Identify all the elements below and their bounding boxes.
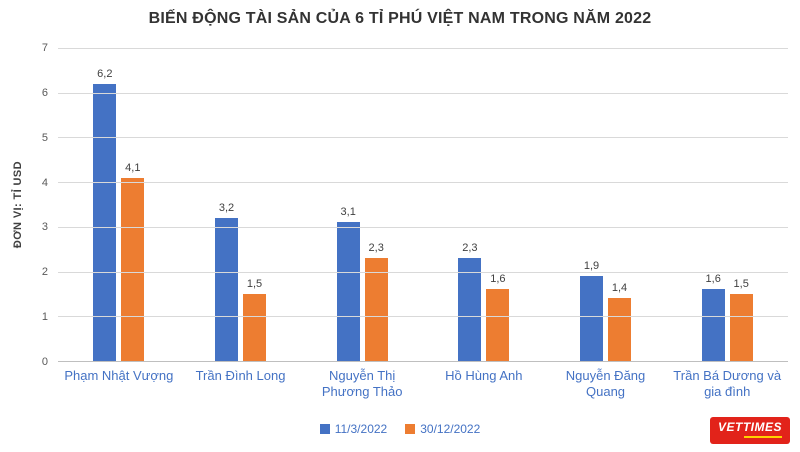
bar-groups: 6,2 4,1 3,2 1,5 3,1 2,3 2,3 1,6 1,9 1,4 1,6 1,5 [58,48,788,361]
gridline [58,92,788,94]
plot-area: 6,2 4,1 3,2 1,5 3,1 2,3 2,3 1,6 1,9 1,4 1,6 1,5 [58,48,788,362]
bar-value-label: 1,4 [611,282,628,295]
x-axis-labels: Phạm Nhật Vượng Trần Đình Long Nguyễn Thị … [58,368,788,401]
bar-value-label: 1,5 [246,277,263,290]
bar-series2-cat4: 1,6 [486,273,510,361]
bar-group: 6,2 4,1 [58,48,180,361]
viettimes-logo-underline [743,436,782,438]
y-tick-label: 2 [41,266,48,279]
gridline [58,316,788,318]
legend-swatch [405,424,416,434]
y-axis-title: ĐƠN VỊ: TỈ USD [12,161,24,249]
category-label: Nguyễn Đăng Quang [565,368,646,400]
bar-value-label: 1,5 [733,277,749,290]
bar-value-label: 2,3 [368,242,384,255]
y-tick-label: 4 [41,176,48,189]
bar-group: 3,1 2,3 [301,48,423,361]
bar-group: 3,2 1,5 [180,48,302,361]
y-tick-label: 3 [41,221,48,234]
legend-label: 11/3/2022 [334,422,388,436]
bar-value-label: 4,1 [125,161,141,174]
y-tick-label: 6 [41,86,48,99]
legend-item: 11/3/2022 [319,422,388,436]
gridline [58,226,788,228]
bar-value-label: 2,3 [462,242,478,255]
legend: 11/3/2022 30/12/2022 [0,422,800,436]
bar-value-label: 1,6 [490,273,506,286]
bar-group: 1,6 1,5 [666,48,788,361]
legend-swatch [319,424,330,434]
gridline [58,182,788,184]
legend-item: 30/12/2022 [405,422,480,436]
bar-value-label: 6,2 [97,67,113,80]
y-tick-label: 0 [41,356,48,368]
category-label: Trần Bá Dương và gia đình [673,368,782,400]
gridline [58,271,788,273]
gridline [58,48,788,49]
y-axis-ticks: 0 1 2 3 4 5 6 7 [28,42,48,368]
legend-label: 30/12/2022 [420,422,481,436]
bar-value-label: 1,9 [583,260,600,273]
category-label: Hồ Hùng Anh [445,368,523,383]
viettimes-logo: VETTIMES [709,417,790,444]
category-label: Trần Đình Long [195,368,286,383]
bar-series2-cat3: 2,3 [364,242,388,361]
chart-title: BIẾN ĐỘNG TÀI SẢN CỦA 6 TỈ PHÚ VIỆT NAM … [148,10,652,27]
bar-series1-cat5: 1,9 [580,260,604,361]
gridline [58,137,788,139]
bar-value-label: 1,6 [705,273,721,286]
bar-group: 2,3 1,6 [423,48,545,361]
viettimes-logo-text: VETTIMES [717,420,782,434]
bar-series1-cat4: 2,3 [458,242,482,361]
category-label: Nguyễn Thị Phương Thảo [321,368,403,400]
bar-series1-cat1: 6,2 [93,68,117,361]
y-axis-title-wrap: ĐƠN VỊ: TỈ USD [8,48,28,362]
y-tick-label: 5 [41,131,48,144]
y-tick-label: 7 [41,42,48,54]
bar-value-label: 3,2 [218,201,235,214]
bar-series1-cat3: 3,1 [336,206,360,361]
bar-series2-cat2: 1,5 [243,278,266,361]
bar-series1-cat2: 3,2 [215,202,238,361]
bar-series1-cat6: 1,6 [701,273,725,361]
bar-value-label: 3,1 [340,206,356,219]
category-label: Phạm Nhật Vượng [64,368,174,383]
bar-series2-cat6: 1,5 [729,278,753,361]
bar-series2-cat5: 1,4 [608,282,632,361]
bar-group: 1,9 1,4 [545,48,667,361]
bar-series2-cat1: 4,1 [121,162,145,361]
y-tick-label: 1 [41,311,48,324]
